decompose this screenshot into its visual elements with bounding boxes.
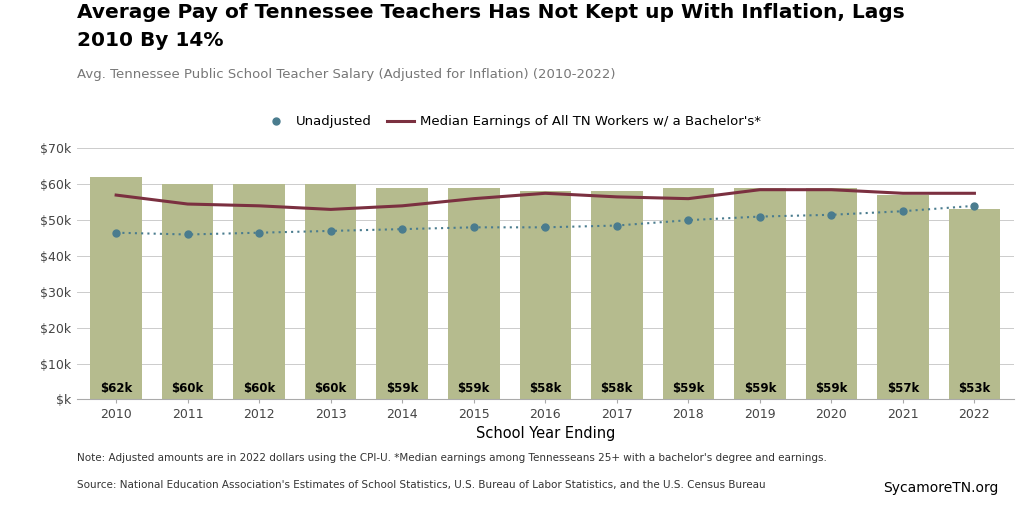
Text: $60k: $60k [243,382,275,395]
Text: $57k: $57k [887,382,919,395]
Text: Avg. Tennessee Public School Teacher Salary (Adjusted for Inflation) (2010-2022): Avg. Tennessee Public School Teacher Sal… [77,68,615,80]
Bar [948,209,1000,399]
Text: Average Pay of Tennessee Teachers Has Not Kept up With Inflation, Lags: Average Pay of Tennessee Teachers Has No… [77,3,904,22]
Bar [377,188,428,399]
Text: 2010 By 14%: 2010 By 14% [77,31,223,50]
Bar [305,184,356,399]
Text: Note: Adjusted amounts are in 2022 dollars using the CPI-U. *Median earnings amo: Note: Adjusted amounts are in 2022 dolla… [77,453,826,463]
Bar [734,188,785,399]
Bar [162,184,213,399]
Text: $59k: $59k [815,382,848,395]
Bar [233,184,285,399]
Bar [878,195,929,399]
Bar [519,191,571,399]
Text: $59k: $59k [458,382,489,395]
Text: $53k: $53k [958,382,990,395]
Text: $58k: $58k [529,382,561,395]
Bar [449,188,500,399]
Text: $59k: $59k [672,382,705,395]
Bar [806,188,857,399]
Bar [591,191,642,399]
Text: $58k: $58k [601,382,633,395]
Text: SycamoreTN.org: SycamoreTN.org [883,481,998,495]
Text: $60k: $60k [314,382,347,395]
Text: $60k: $60k [172,382,204,395]
Text: $59k: $59k [743,382,776,395]
X-axis label: School Year Ending: School Year Ending [475,426,615,441]
Text: Source: National Education Association's Estimates of School Statistics, U.S. Bu: Source: National Education Association's… [77,480,765,490]
Text: $59k: $59k [386,382,419,395]
Text: $62k: $62k [100,382,132,395]
Bar [663,188,714,399]
Bar [90,177,142,399]
Legend: Unadjusted, Median Earnings of All TN Workers w/ a Bachelor's*: Unadjusted, Median Earnings of All TN Wo… [257,110,767,134]
